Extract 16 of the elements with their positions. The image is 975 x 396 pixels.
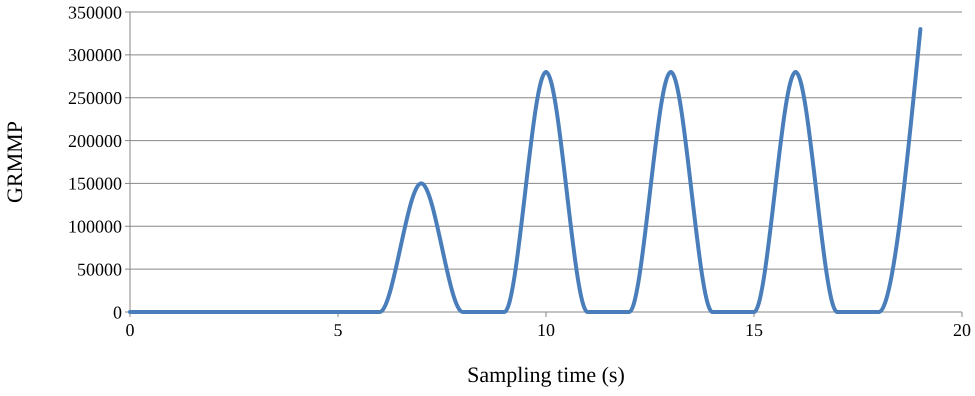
line-series — [128, 27, 922, 314]
y-tick-label: 300000 — [68, 45, 122, 66]
y-tick-label: 350000 — [68, 2, 122, 22]
y-tick-label: 150000 — [68, 174, 122, 194]
x-axis-title: Sampling time (s) — [467, 362, 625, 387]
x-tick-label: 10 — [537, 320, 555, 340]
x-tick-label: 20 — [953, 320, 971, 340]
y-tick-label: 100000 — [68, 216, 122, 237]
y-tick-label: 50000 — [77, 259, 122, 280]
x-tick-label: 0 — [126, 320, 134, 340]
y-tick-label: 200000 — [68, 130, 122, 151]
x-tick-label: 15 — [745, 320, 763, 340]
y-axis-title: GRMMP — [2, 121, 27, 203]
y-tick-label: 250000 — [68, 88, 122, 108]
y-tick-label: 0 — [113, 302, 122, 322]
x-tick-label: 5 — [334, 320, 342, 340]
